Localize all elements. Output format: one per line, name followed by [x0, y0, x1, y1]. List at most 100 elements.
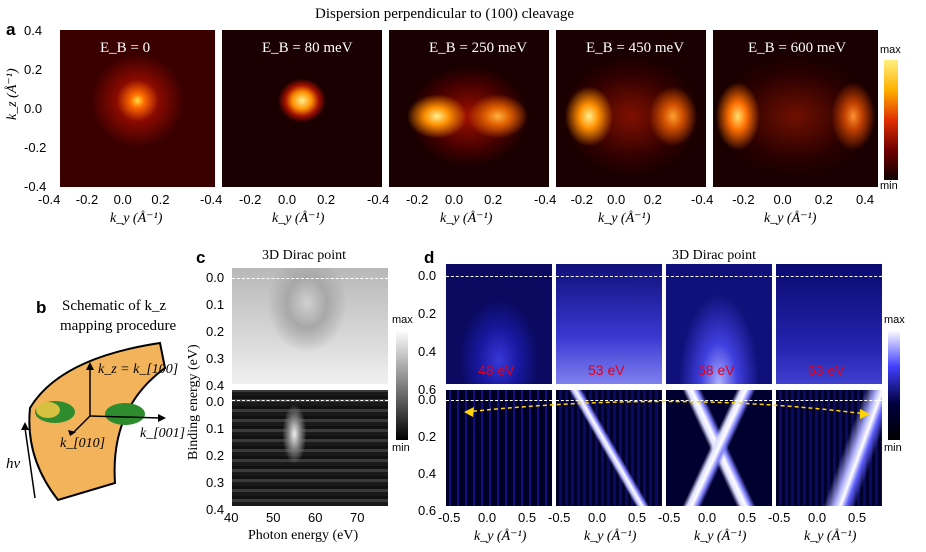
panel-d-xtick: 0.0: [588, 510, 607, 525]
panel-d-top-dirac-line: [556, 276, 662, 277]
photon-energy-label: 63 eV: [808, 362, 845, 378]
k010-arrow-head: [68, 430, 76, 436]
eb-label-450: E_B = 450 meV: [586, 40, 685, 56]
panel-d-ytick-bottom: 0.0: [418, 392, 437, 407]
trajectory-arrow-left: [464, 407, 474, 417]
panel-a-xlabel: k_y (Å⁻¹): [598, 211, 651, 226]
panel-a-xtick: 0.2: [151, 192, 170, 207]
k010-arrow: [71, 415, 91, 435]
panel-c-colorbar: [396, 330, 408, 440]
panel-c-colorbar-max: max: [392, 314, 413, 326]
panel-a-xtick: 0.4: [856, 192, 875, 207]
panel-a-xlabel: k_y (Å⁻¹): [110, 211, 163, 226]
photon-energy-label: 53 eV: [588, 362, 625, 378]
kz-label: k_z = k_[100]: [98, 362, 179, 377]
panel-a-ytick: 0.0: [24, 101, 43, 116]
panel-d-top-map-3: 63 eV: [776, 264, 882, 384]
panel-d-top-map-0: 48 eV: [446, 264, 552, 384]
hv-arrow-head: [21, 422, 29, 430]
panel-c-ytick-bottom: 0.3: [206, 475, 225, 490]
trajectory-arrow-right: [860, 409, 870, 419]
panel-a-xtick: -0.4: [691, 192, 714, 207]
dirac-point-trajectory: [464, 400, 870, 419]
panel-d-title: 3D Dirac point: [672, 248, 756, 263]
panel-a-xtick: -0.4: [534, 192, 557, 207]
panel-d-ytick-top: 0.2: [418, 306, 437, 321]
heatmap-eb80: E_B = 80 meV: [222, 30, 382, 187]
heatmap-eb450: E_B = 450 meV: [556, 30, 706, 187]
panel-d-xlabel: k_y (Å⁻¹): [694, 529, 747, 544]
panel-a-xtick: -0.2: [75, 192, 99, 207]
dirac-cone-left-cap: [36, 402, 60, 418]
k001-label: k_[001]: [140, 426, 186, 441]
panel-a-xtick: 0.2: [643, 192, 662, 207]
panel-d-bottom-map-1: [556, 390, 662, 506]
figure-title: Dispersion perpendicular to (100) cleava…: [315, 6, 575, 22]
eb-label-0: E_B = 0: [100, 40, 151, 56]
panel-d-xtick: -0.5: [438, 510, 461, 525]
panel-a-xlabel: k_y (Å⁻¹): [440, 211, 493, 226]
kz-arrow-head: [86, 362, 94, 370]
panel-d-xlabel: k_y (Å⁻¹): [804, 529, 857, 544]
panel-label-b: b: [36, 298, 47, 317]
panel-a-xlabel: k_y (Å⁻¹): [764, 211, 817, 226]
panel-d-ytick-bottom: 0.4: [418, 466, 437, 481]
panel-a-xtick: 0.0: [445, 192, 464, 207]
panel-a-xtick: 0.2: [484, 192, 503, 207]
panel-d-xtick: 0.5: [518, 510, 537, 525]
panel-label-a: a: [6, 20, 16, 39]
panel-d-xtick: 0.0: [808, 510, 827, 525]
eb-label-250: E_B = 250 meV: [429, 40, 528, 56]
panel-c-xlabel: Photon energy (eV): [248, 528, 359, 543]
panel-a-xtick: -0.2: [239, 192, 262, 207]
panel-a-xtick: -0.4: [38, 192, 61, 207]
eb-label-600: E_B = 600 meV: [748, 40, 847, 56]
panel-c-xtick: 70: [350, 510, 365, 525]
panel-a-xtick: -0.2: [406, 192, 429, 207]
hv-arrow: [24, 427, 36, 499]
panel-d-colorbar-max: max: [884, 314, 905, 326]
panel-d-top-dirac-line: [666, 276, 772, 277]
panel-a-xtick: 0.2: [317, 192, 336, 207]
panel-d-bottom-dirac-line: [556, 400, 662, 401]
panel-c-ytick-bottom: 0.0: [206, 394, 225, 409]
panel-d-xtick: 0.0: [698, 510, 717, 525]
panel-c-colorbar-min: min: [392, 442, 410, 454]
panel-d-top-dirac-line: [446, 276, 552, 277]
panel-a-xtick: -0.4: [200, 192, 223, 207]
panel-d-xtick: 0.0: [478, 510, 497, 525]
eb-label-80: E_B = 80 meV: [262, 40, 353, 56]
panel-a-ytick: -0.2: [24, 140, 47, 155]
panel-a-xtick: -0.2: [570, 192, 593, 207]
k010-label: k_[010]: [60, 436, 106, 451]
panel-d-ytick-top: 0.4: [418, 344, 437, 359]
panel-d-top-dirac-line: [776, 276, 882, 277]
panel-a-xtick: 0.0: [607, 192, 626, 207]
panel-d-bottom-dirac-line: [776, 400, 882, 401]
panel-c-xtick: 50: [266, 510, 281, 525]
panel-a-ytick: -0.4: [24, 179, 47, 194]
panel-d-bottom-map-3: [776, 390, 882, 506]
panel-d-top-map-2: 58 eV: [666, 264, 772, 384]
panel-d-xtick: -0.5: [548, 510, 571, 525]
photon-energy-label: 48 eV: [478, 362, 515, 378]
panel-c-bottom-map: [232, 390, 388, 506]
panel-c-ytick-top: 0.4: [206, 378, 225, 393]
panel-d-ytick-top: 0.0: [418, 268, 437, 283]
panel-d-xtick: -0.5: [658, 510, 681, 525]
panel-a-xtick: 0.0: [113, 192, 132, 207]
panel-d-colorbar: [888, 330, 900, 440]
panel-b-title-2: mapping procedure: [60, 318, 177, 334]
panel-a-colorbar-max: max: [880, 44, 901, 56]
panel-c-ytick-bottom: 0.4: [206, 502, 225, 517]
hv-label: hν: [6, 456, 21, 472]
panel-a-xtick: -0.4: [367, 192, 390, 207]
panel-label-c: c: [196, 248, 206, 267]
panel-c-ylabel: Binding energy (eV): [186, 344, 201, 460]
panel-d-bottom-map-2: [666, 390, 772, 506]
panel-d-xlabel: k_y (Å⁻¹): [474, 529, 527, 544]
panel-d-bottom-map-0: [446, 390, 552, 506]
panel-a-xlabel: k_y (Å⁻¹): [272, 211, 325, 226]
panel-c-ytick-top: 0.2: [206, 324, 225, 339]
heatmap-eb0: E_B = 0: [60, 30, 215, 187]
